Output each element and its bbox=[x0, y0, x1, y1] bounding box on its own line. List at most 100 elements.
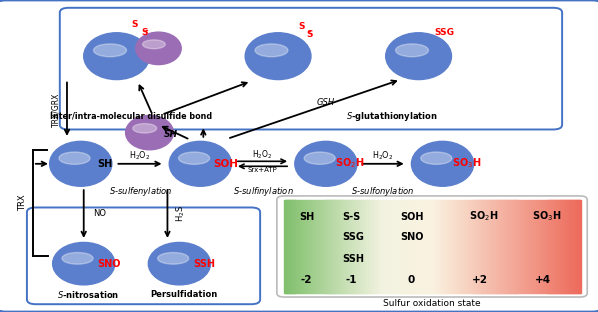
Bar bbox=[388, 200, 389, 293]
Bar bbox=[350, 200, 352, 293]
Bar bbox=[489, 200, 491, 293]
Bar bbox=[430, 200, 432, 293]
Bar bbox=[562, 200, 564, 293]
Text: SO$_2$H: SO$_2$H bbox=[469, 210, 499, 223]
Bar bbox=[520, 200, 521, 293]
Bar bbox=[319, 200, 321, 293]
Bar bbox=[542, 200, 544, 293]
Ellipse shape bbox=[133, 124, 157, 133]
Bar bbox=[519, 200, 520, 293]
Bar bbox=[309, 200, 310, 293]
Bar bbox=[306, 200, 307, 293]
Bar bbox=[410, 200, 412, 293]
Bar bbox=[548, 200, 549, 293]
Bar bbox=[529, 200, 530, 293]
Bar bbox=[515, 200, 517, 293]
Bar bbox=[423, 200, 425, 293]
Bar bbox=[522, 200, 523, 293]
Bar bbox=[539, 200, 541, 293]
Bar bbox=[469, 200, 470, 293]
Bar bbox=[378, 200, 379, 293]
Bar bbox=[557, 200, 559, 293]
Bar bbox=[499, 200, 501, 293]
Bar bbox=[404, 200, 405, 293]
Ellipse shape bbox=[295, 141, 357, 186]
Bar bbox=[447, 200, 448, 293]
Bar bbox=[554, 200, 556, 293]
Bar bbox=[477, 200, 478, 293]
Bar bbox=[539, 200, 540, 293]
Bar bbox=[562, 200, 563, 293]
Bar bbox=[474, 200, 476, 293]
Text: H$_2$S: H$_2$S bbox=[175, 205, 187, 222]
Bar bbox=[528, 200, 529, 293]
Bar bbox=[365, 200, 367, 293]
Bar bbox=[494, 200, 496, 293]
Bar bbox=[289, 200, 291, 293]
Bar bbox=[532, 200, 533, 293]
Bar bbox=[422, 200, 424, 293]
Bar bbox=[547, 200, 548, 293]
Text: SOH: SOH bbox=[213, 159, 239, 169]
Text: SSH: SSH bbox=[343, 254, 365, 264]
Bar bbox=[457, 200, 458, 293]
Bar bbox=[327, 200, 328, 293]
Bar bbox=[577, 200, 579, 293]
Bar bbox=[550, 200, 551, 293]
Bar bbox=[518, 200, 520, 293]
Bar bbox=[481, 200, 483, 293]
Text: $S$-sulfinylation: $S$-sulfinylation bbox=[233, 185, 294, 198]
Bar bbox=[441, 200, 443, 293]
Ellipse shape bbox=[158, 252, 189, 264]
Text: SO$_3$H: SO$_3$H bbox=[532, 210, 562, 223]
Bar bbox=[565, 200, 566, 293]
Bar bbox=[497, 200, 499, 293]
Text: S: S bbox=[299, 22, 305, 31]
Bar bbox=[395, 200, 396, 293]
Bar bbox=[579, 200, 581, 293]
Bar bbox=[459, 200, 460, 293]
Bar bbox=[328, 200, 330, 293]
Bar bbox=[498, 200, 500, 293]
Bar bbox=[490, 200, 492, 293]
Bar bbox=[364, 200, 365, 293]
Bar bbox=[559, 200, 561, 293]
Bar bbox=[355, 200, 356, 293]
Bar bbox=[471, 200, 473, 293]
Bar bbox=[291, 200, 292, 293]
Bar bbox=[286, 200, 288, 293]
Bar bbox=[426, 200, 428, 293]
Bar bbox=[448, 200, 450, 293]
Bar bbox=[308, 200, 309, 293]
Bar bbox=[407, 200, 409, 293]
Bar bbox=[334, 200, 336, 293]
Bar bbox=[383, 200, 385, 293]
Text: TRX/GRX: TRX/GRX bbox=[51, 93, 61, 127]
Bar bbox=[402, 200, 404, 293]
Bar bbox=[380, 200, 382, 293]
Bar bbox=[568, 200, 570, 293]
Bar bbox=[489, 200, 490, 293]
Text: -2: -2 bbox=[300, 275, 312, 285]
Bar bbox=[331, 200, 333, 293]
Bar bbox=[527, 200, 529, 293]
Bar bbox=[466, 200, 468, 293]
Bar bbox=[570, 200, 572, 293]
Bar bbox=[357, 200, 359, 293]
Text: S: S bbox=[132, 21, 138, 29]
Bar bbox=[427, 200, 429, 293]
Bar bbox=[524, 200, 526, 293]
Bar bbox=[371, 200, 373, 293]
Bar bbox=[313, 200, 315, 293]
Bar bbox=[466, 200, 467, 293]
Bar bbox=[312, 200, 313, 293]
Bar bbox=[504, 200, 506, 293]
Bar bbox=[325, 200, 326, 293]
Bar bbox=[311, 200, 312, 293]
Bar bbox=[303, 200, 304, 293]
Text: SNO: SNO bbox=[97, 259, 121, 269]
Ellipse shape bbox=[53, 242, 115, 285]
Bar bbox=[510, 200, 511, 293]
Bar bbox=[483, 200, 484, 293]
Bar bbox=[345, 200, 347, 293]
